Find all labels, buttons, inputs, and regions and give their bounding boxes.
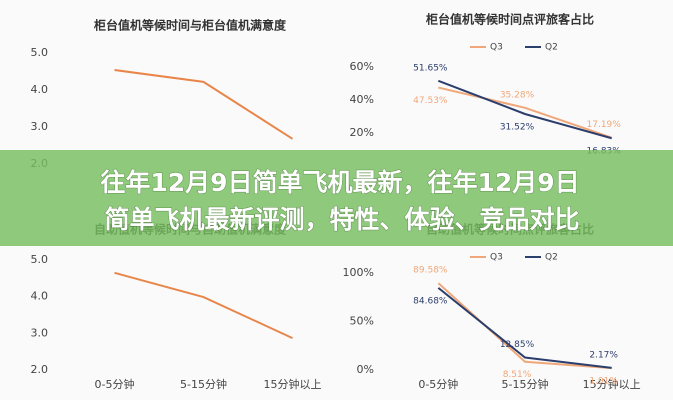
y-tick-label: 40%	[350, 93, 374, 106]
y-tick-label: 50%	[350, 315, 374, 328]
series-line	[438, 86, 612, 139]
banner-line: 简单飞机最新评测，特性、体验、竞品对比	[104, 205, 579, 234]
x-tick-label: 0-5分钟	[418, 377, 458, 391]
data-label: 35.28%	[500, 90, 535, 100]
data-label: 31.52%	[500, 122, 535, 132]
series-line	[114, 271, 293, 340]
y-tick-label: 5.0	[31, 253, 49, 266]
y-tick-label: 4.0	[31, 290, 49, 303]
legend-label: Q2	[545, 253, 558, 263]
chart-title: 柜台值机等候时间点评旅客占比	[425, 12, 594, 27]
legend-label: Q2	[545, 43, 558, 53]
data-label: 89.58%	[413, 266, 448, 276]
data-label: 8.51%	[503, 370, 532, 380]
x-tick-label: 5-15分钟	[502, 377, 549, 391]
data-label: 1.91%	[589, 377, 618, 387]
series-line	[437, 287, 612, 369]
y-tick-label: 100%	[343, 266, 374, 279]
data-label: 51.65%	[413, 63, 448, 73]
series-line	[437, 79, 612, 140]
legend-label: Q3	[490, 43, 503, 53]
y-tick-label: 5.0	[31, 46, 49, 59]
y-tick-label: 20%	[350, 126, 374, 139]
series-line	[114, 69, 294, 140]
data-label: 12.85%	[500, 340, 535, 350]
data-label: 2.17%	[589, 350, 618, 360]
y-tick-label: 3.0	[31, 326, 49, 339]
y-tick-label: 3.0	[31, 120, 49, 133]
legend-label: Q3	[490, 253, 503, 263]
x-tick-label: 5-15分钟	[180, 377, 227, 391]
x-tick-label: 0-5分钟	[95, 377, 135, 391]
x-tick-label: 15分钟以上	[264, 377, 322, 391]
banner-line: 往年12月9日简单飞机最新，往年12月9日	[100, 168, 579, 197]
chart-title: 柜台值机等候时间与柜台值机满意度	[93, 18, 287, 33]
banner	[0, 150, 673, 246]
data-label: 84.68%	[413, 296, 448, 306]
y-tick-label: 2.0	[31, 363, 49, 376]
x-tick-label: 15分钟以上	[583, 377, 641, 391]
data-label: 47.53%	[413, 96, 448, 106]
y-tick-label: 60%	[350, 60, 374, 73]
y-tick-label: 4.0	[31, 83, 49, 96]
series-line	[437, 282, 612, 370]
data-label: 17.19%	[587, 120, 622, 130]
y-tick-label: 0%	[357, 363, 374, 376]
